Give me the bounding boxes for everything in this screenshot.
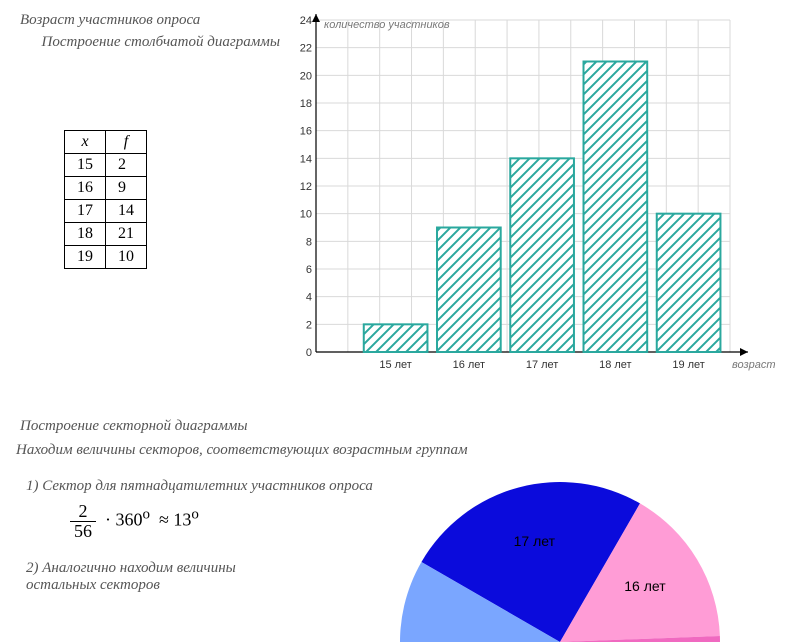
table-cell: 19: [65, 246, 106, 269]
pie-chart: 17 лет 16 лет: [370, 482, 750, 642]
svg-text:17 лет: 17 лет: [514, 533, 556, 549]
formula-num: 2: [70, 502, 96, 522]
svg-text:15 лет: 15 лет: [379, 359, 412, 371]
bar-chart: 02468101214161820222415 лет16 лет17 лет1…: [290, 8, 790, 388]
svg-text:12: 12: [300, 181, 312, 193]
svg-text:10: 10: [300, 209, 312, 221]
col-f: f: [106, 131, 147, 154]
svg-text:24: 24: [300, 15, 312, 27]
table-cell: 16: [65, 177, 106, 200]
svg-text:8: 8: [306, 236, 312, 248]
pie-step2: 2) Аналогично находим величины остальных…: [26, 560, 266, 594]
page-title: Возраст участников опроса: [20, 12, 200, 29]
formula-approx: ≈ 13: [159, 510, 191, 530]
formula-mult: · 360: [105, 510, 143, 530]
svg-text:6: 6: [306, 264, 312, 276]
svg-text:18 лет: 18 лет: [599, 359, 632, 371]
table-cell: 18: [65, 223, 106, 246]
table-cell: 10: [106, 246, 147, 269]
svg-text:0: 0: [306, 347, 312, 359]
svg-text:2: 2: [306, 319, 312, 331]
svg-text:18: 18: [300, 98, 312, 110]
table-cell: 17: [65, 200, 106, 223]
table-cell: 15: [65, 154, 106, 177]
formula-den: 56: [70, 522, 96, 541]
svg-text:16 лет: 16 лет: [453, 359, 486, 371]
svg-text:16 лет: 16 лет: [624, 578, 666, 594]
frequency-table: x f 152169171418211910: [64, 130, 147, 269]
formula-deg1: o: [143, 507, 151, 523]
svg-text:17 лет: 17 лет: [526, 359, 559, 371]
pie-step1: 1) Сектор для пятнадцатилетних участнико…: [26, 478, 373, 495]
svg-text:возраст: возраст: [732, 359, 776, 371]
pie-subtitle: Находим величины секторов, соответствующ…: [16, 442, 468, 459]
table-cell: 21: [106, 223, 147, 246]
svg-text:14: 14: [300, 153, 312, 165]
svg-text:19 лет: 19 лет: [672, 359, 705, 371]
svg-text:4: 4: [306, 292, 312, 304]
pie-title: Построение секторной диаграммы: [20, 418, 248, 435]
col-x: x: [65, 131, 106, 154]
formula-deg2: o: [191, 507, 199, 523]
svg-text:16: 16: [300, 126, 312, 138]
svg-text:количество участников: количество участников: [324, 19, 450, 31]
svg-text:22: 22: [300, 43, 312, 55]
table-cell: 14: [106, 200, 147, 223]
bar-subtitle: Построение столбчатой диаграммы: [20, 34, 280, 51]
svg-text:20: 20: [300, 70, 312, 82]
table-cell: 9: [106, 177, 147, 200]
table-cell: 2: [106, 154, 147, 177]
sector-formula: 2 56 · 360o ≈ 13o: [70, 502, 199, 541]
